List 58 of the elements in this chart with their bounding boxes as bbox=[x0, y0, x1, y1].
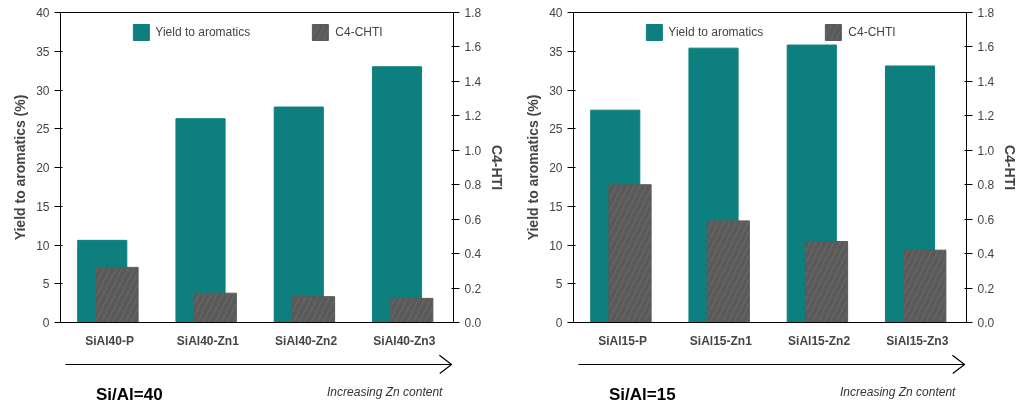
text: Si/Al=15 bbox=[608, 385, 676, 404]
y-tick-label: 0 bbox=[42, 316, 50, 330]
y-axis-title: Yield to aromatics (%) bbox=[12, 94, 29, 241]
x-tick-label: SiAl15-Zn2 bbox=[788, 333, 851, 348]
y2-tick-label: 0.0 bbox=[977, 316, 995, 330]
x-tick-label: SiAl15-P bbox=[598, 333, 647, 348]
y2-tick-label: 0.6 bbox=[464, 212, 482, 227]
y-tick-label: 35 bbox=[549, 44, 563, 59]
text: Increasing Zn content bbox=[327, 384, 444, 399]
y-tick-label: 10 bbox=[36, 238, 50, 253]
legend-label: C4-CHTI bbox=[335, 25, 383, 39]
y-tick-label: 40 bbox=[36, 6, 50, 20]
x-tick-label: SiAl40-P bbox=[85, 333, 134, 348]
y2-tick-label: 1.6 bbox=[464, 40, 482, 55]
x-tick-label: SiAl40-Zn3 bbox=[373, 333, 436, 348]
y-tick-label: 20 bbox=[549, 161, 563, 175]
x-tick-label: SiAl15-Zn1 bbox=[689, 333, 753, 348]
y-tick-label: 25 bbox=[36, 122, 50, 137]
y-tick-label: 15 bbox=[36, 199, 50, 214]
x-tick-label: SiAl40-Zn1 bbox=[176, 333, 240, 348]
y2-tick-label: 0.4 bbox=[977, 247, 995, 262]
y2-tick-label: 0.0 bbox=[464, 316, 482, 330]
y2-tick-label: 0.8 bbox=[464, 178, 482, 193]
y-tick-label: 35 bbox=[36, 44, 50, 59]
legend-label: Yield to aromatics bbox=[155, 25, 251, 39]
y2-tick-label: 1.0 bbox=[464, 143, 482, 158]
y-tick-label: 5 bbox=[555, 277, 563, 292]
y2-tick-label: 1.0 bbox=[977, 143, 995, 158]
y2-axis-title: C4-HTI bbox=[489, 144, 506, 191]
y2-tick-label: 0.8 bbox=[977, 178, 995, 193]
y2-tick-label: 0.6 bbox=[977, 212, 995, 227]
y2-tick-label: 1.8 bbox=[464, 6, 482, 20]
y2-tick-label: 0.4 bbox=[464, 247, 482, 262]
y2-tick-label: 1.4 bbox=[464, 74, 482, 89]
legend-label: Yield to aromatics bbox=[668, 25, 764, 39]
y-tick-label: 5 bbox=[42, 277, 50, 292]
text: Increasing Zn content bbox=[840, 384, 957, 399]
y2-tick-label: 0.2 bbox=[464, 281, 482, 296]
x-tick-label: SiAl15-Zn3 bbox=[886, 333, 949, 348]
y2-tick-label: 1.6 bbox=[977, 40, 995, 55]
y2-axis-title: C4-HTI bbox=[1002, 144, 1019, 191]
y2-tick-label: 1.2 bbox=[977, 109, 995, 124]
legend-label: C4-CHTI bbox=[848, 25, 896, 39]
y-tick-label: 15 bbox=[549, 199, 563, 214]
y-tick-label: 30 bbox=[549, 83, 563, 98]
text: Si/Al=40 bbox=[95, 385, 163, 404]
y2-tick-label: 1.8 bbox=[977, 6, 995, 20]
y2-tick-label: 1.4 bbox=[977, 74, 995, 89]
y-tick-label: 30 bbox=[36, 83, 50, 98]
y2-tick-label: 1.2 bbox=[464, 109, 482, 124]
y-tick-label: 25 bbox=[549, 122, 563, 137]
y-tick-label: 0 bbox=[555, 316, 563, 330]
y-tick-label: 10 bbox=[549, 238, 563, 253]
y-tick-label: 20 bbox=[36, 161, 50, 175]
y-axis-title: Yield to aromatics (%) bbox=[525, 94, 542, 241]
y2-tick-label: 0.2 bbox=[977, 281, 995, 296]
x-tick-label: SiAl40-Zn2 bbox=[275, 333, 338, 348]
y-tick-label: 40 bbox=[549, 6, 563, 20]
